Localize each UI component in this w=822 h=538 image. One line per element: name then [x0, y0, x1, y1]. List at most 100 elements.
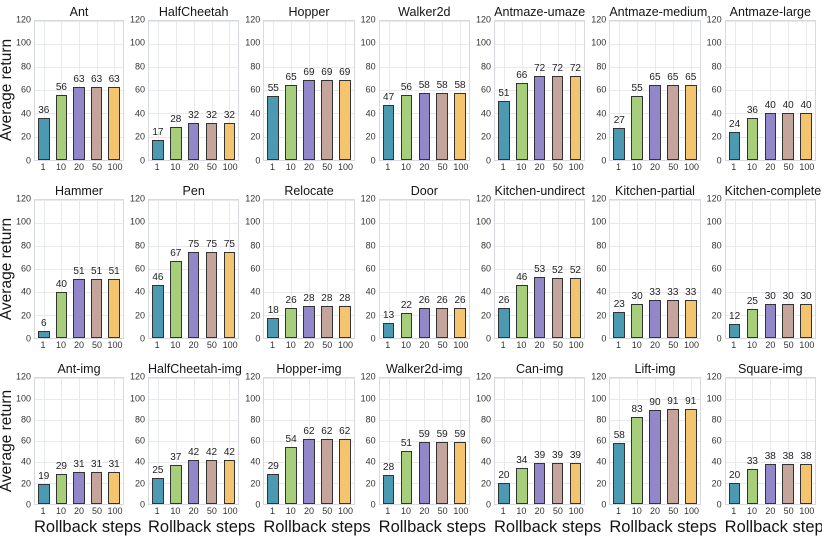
x-tick-label: 10: [55, 340, 66, 351]
y-tick-label: 80: [134, 414, 145, 425]
x-tick-label: 20: [534, 340, 545, 351]
v-gridline: [424, 378, 426, 504]
bar-value-label: 46: [516, 272, 528, 284]
y-tick-label: 40: [250, 108, 261, 119]
subplot-kitchen-partial: Kitchen-partial 0 20 40 60 80 100 120 23 30 33 33 33…: [589, 181, 704, 360]
bar-value-label: 63: [73, 73, 85, 85]
y-tick-label: 0: [716, 333, 722, 344]
x-tick-label: 50: [668, 161, 679, 172]
subplot-title: Walker2d-img: [386, 362, 463, 377]
bar-value-label: 54: [285, 434, 297, 446]
plot-area: 17 28 32 32 32: [148, 20, 240, 161]
x-tick-label: 1: [154, 506, 160, 516]
y-tick-label: 20: [134, 131, 145, 142]
y-tick-label: 120: [706, 371, 722, 382]
x-tick-labels: 1 10 20 50 100: [609, 339, 700, 351]
plot-area: 29 54 62 62 62: [263, 377, 355, 505]
y-tick-label: 60: [711, 435, 722, 446]
subplot-title: Pen: [182, 183, 205, 198]
x-tick-label: 1: [385, 340, 391, 351]
x-tick-label: 10: [170, 506, 181, 516]
plot-row: 0 20 40 60 80 100 120 46 67 75 75 75: [128, 194, 240, 343]
v-gridline: [806, 199, 808, 339]
x-tick-label: 100: [799, 506, 815, 516]
x-tick-label: 1: [500, 161, 506, 172]
bar-x100: [569, 463, 582, 504]
x-tick-label: 10: [401, 340, 412, 351]
bar-value-label: 69: [321, 66, 333, 78]
x-tick-labels: 1 10 20 50 100: [609, 505, 700, 517]
y-tick-label: 20: [134, 478, 145, 489]
x-tick-label: 20: [73, 161, 84, 172]
plot-row: 0 20 40 60 80 100 120 47 56 58 58 58: [359, 15, 470, 165]
bar-value-label: 62: [339, 426, 351, 438]
subplot-relocate: Relocate 0 20 40 60 80 100 120 18 26 28 28 28 1 10 20 50…: [243, 181, 358, 360]
bar-x10: [400, 94, 413, 160]
x-tick-label: 50: [322, 506, 333, 516]
subplot-title: Ant-img: [57, 362, 101, 377]
bar-value-label: 58: [613, 430, 625, 442]
x-tick-label: 100: [684, 506, 700, 516]
bar-x10: [169, 260, 182, 339]
y-tick-label: 40: [20, 108, 31, 119]
plot-area: 12 25 30 30 30: [724, 198, 816, 340]
y-tick-label: 80: [480, 240, 491, 251]
v-gridline: [273, 21, 275, 160]
bar-value-label: 59: [436, 429, 448, 441]
plot-row: Average return 0 20 40 60 80 100 120 19 29 31 31 31: [0, 372, 124, 509]
bar-value-label: 59: [418, 429, 430, 441]
bar-x10: [631, 417, 643, 504]
y-tick-label: 60: [20, 435, 31, 446]
x-tick-label: 50: [552, 161, 563, 172]
bar-x100: [684, 300, 697, 339]
y-tick-label: 60: [480, 263, 491, 274]
bar-x20: [533, 277, 546, 339]
y-tick-labels: 0 20 40 60 80 100 120: [474, 15, 494, 165]
bar-x10: [169, 127, 182, 160]
plot-area: 13 22 26 26 26: [378, 198, 470, 340]
y-tick-label: 20: [480, 131, 491, 142]
y-tick-label: 80: [20, 61, 31, 72]
bar-x100: [800, 113, 812, 160]
bar-value-label: 58: [418, 79, 430, 91]
y-tick-labels: 0 20 40 60 80 100 120: [243, 372, 263, 509]
v-gridline: [273, 378, 275, 504]
x-tick-label: 20: [303, 340, 314, 351]
bar-x50: [436, 442, 448, 504]
y-tick-label: 0: [255, 155, 261, 166]
bar-value-label: 38: [800, 451, 812, 463]
x-tick-label: 1: [615, 506, 621, 516]
y-tick-label: 100: [245, 216, 261, 227]
y-tick-label: 0: [370, 333, 376, 344]
bar-value-label: 83: [631, 404, 643, 416]
bar-value-label: 55: [267, 83, 279, 95]
y-tick-labels: 0 20 40 60 80 100 120: [243, 15, 263, 165]
x-tick-label: 100: [338, 506, 354, 516]
y-tick-label: 0: [25, 499, 31, 510]
y-tick-label: 80: [480, 414, 491, 425]
x-tick-label: 100: [568, 506, 584, 516]
bar-x20: [764, 464, 777, 504]
y-tick-labels: 0 20 40 60 80 100 120: [359, 194, 379, 344]
y-tick-label: 120: [129, 193, 145, 204]
plot-row: 0 20 40 60 80 100 120 51 66 72 72 72: [474, 15, 586, 165]
bar-value-label: 56: [400, 81, 412, 93]
bar-x50: [436, 308, 448, 339]
y-tick-label: 0: [601, 499, 607, 510]
bar-x1: [267, 473, 280, 504]
y-tick-label: 100: [591, 393, 607, 404]
x-tick-label: 10: [631, 340, 642, 351]
x-axis-label: Rollback steps: [494, 518, 602, 536]
y-tick-label: 0: [139, 499, 145, 510]
bar-x20: [418, 92, 431, 160]
y-tick-label: 0: [255, 333, 261, 344]
v-gridline: [806, 378, 808, 504]
y-tick-label: 20: [596, 131, 607, 142]
v-gridline: [672, 199, 674, 339]
bar-value-label: 47: [383, 92, 395, 104]
x-tick-label: 20: [649, 161, 660, 172]
bar-value-label: 53: [534, 264, 546, 276]
x-tick-label: 1: [40, 506, 46, 516]
bar-value-label: 62: [303, 426, 315, 438]
x-tick-label: 20: [73, 506, 84, 516]
